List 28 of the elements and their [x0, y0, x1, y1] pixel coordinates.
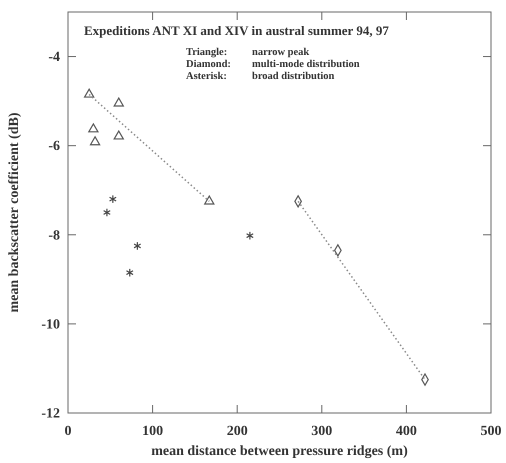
x-tick-label: 500 [480, 424, 502, 439]
point [90, 136, 100, 146]
y-tick-label: -12 [41, 406, 60, 422]
point [246, 231, 254, 240]
y-tick-label: -4 [48, 50, 60, 66]
x-tick-label: 100 [142, 424, 164, 439]
x-tick-label: 0 [64, 424, 72, 439]
y-tick-label: -10 [41, 317, 60, 332]
point [88, 123, 99, 132]
y-axis-title: mean backscatter coefficient (dB) [7, 112, 22, 312]
point [114, 130, 124, 140]
point [103, 208, 111, 217]
point [84, 88, 94, 98]
text: Expeditions ANT XI and XIV in austral summer 94, 97 [84, 23, 390, 38]
point [133, 242, 142, 250]
x-axis-title: mean distance between pressure ridges (m) [151, 444, 408, 459]
text: Triangle: narrow peak [186, 47, 310, 58]
x-tick-label: 400 [396, 424, 417, 439]
point [108, 194, 117, 204]
text: Diamond: multi-mode distribution [186, 59, 360, 70]
x-tick-label: 200 [226, 424, 248, 439]
x-tick-label: 300 [311, 424, 332, 439]
point [204, 195, 214, 205]
y-tick-label: -6 [48, 139, 60, 154]
y-tick-label: -8 [48, 228, 60, 244]
point [126, 268, 134, 278]
text: Asterisk: broad distribution [186, 71, 334, 82]
point [114, 97, 124, 107]
